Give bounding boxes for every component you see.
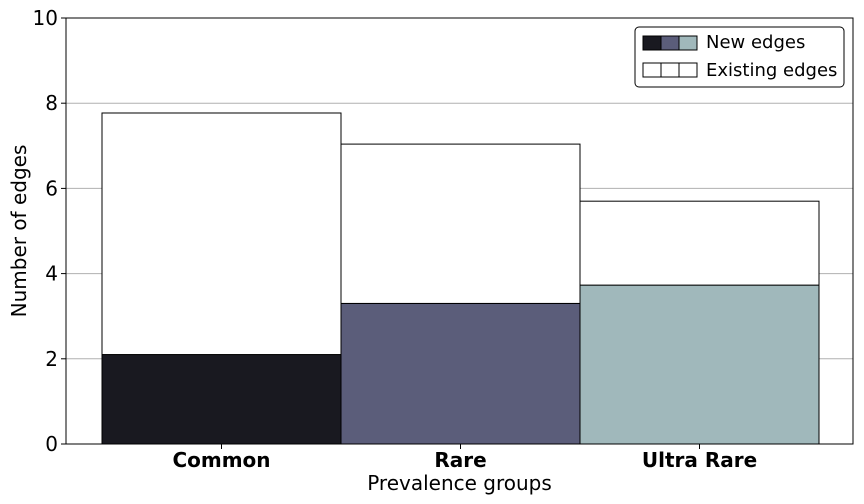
- bar-new-edges-ultra-rare: [579, 284, 820, 445]
- bar-existing-edges-rare: [340, 143, 581, 304]
- y-tick-label: 0: [45, 432, 58, 456]
- bar-existing-edges-common: [101, 112, 342, 356]
- legend-swatch-existing-edges: [642, 62, 698, 78]
- y-tick-label: 2: [45, 347, 58, 371]
- y-tick-label: 8: [45, 91, 58, 115]
- bars: [101, 112, 820, 445]
- y-axis-ticks: 0 2 4 6 8 10: [33, 6, 66, 456]
- legend-swatch-cell: [660, 62, 680, 78]
- x-axis-title: Prevalence groups: [367, 471, 552, 495]
- legend-swatch-cell: [660, 35, 680, 51]
- x-axis-ticks: Common Rare Ultra Rare: [172, 444, 757, 472]
- legend-label-existing-edges: Existing edges: [706, 60, 837, 81]
- y-axis-title: Number of edges: [7, 145, 31, 318]
- y-tick-label: 6: [45, 176, 58, 200]
- legend-swatch-cell: [642, 35, 662, 51]
- legend-swatch-cell: [678, 35, 698, 51]
- legend-label-new-edges: New edges: [706, 32, 805, 53]
- y-tick-label: 10: [33, 6, 58, 30]
- legend-swatch-cell: [678, 62, 698, 78]
- plot-area-frame: [65, 17, 854, 445]
- x-tick-label: Rare: [434, 448, 486, 472]
- legend: New edges Existing edges: [634, 26, 845, 88]
- bar-existing-edges-ultra-rare: [579, 200, 820, 286]
- x-tick-label: Ultra Rare: [642, 448, 757, 472]
- x-tick-label: Common: [172, 448, 270, 472]
- legend-swatch-cell: [642, 62, 662, 78]
- y-tick-label: 4: [45, 262, 58, 286]
- bar-new-edges-common: [101, 354, 342, 445]
- bar-new-edges-rare: [340, 302, 581, 445]
- legend-swatch-new-edges: [642, 35, 698, 51]
